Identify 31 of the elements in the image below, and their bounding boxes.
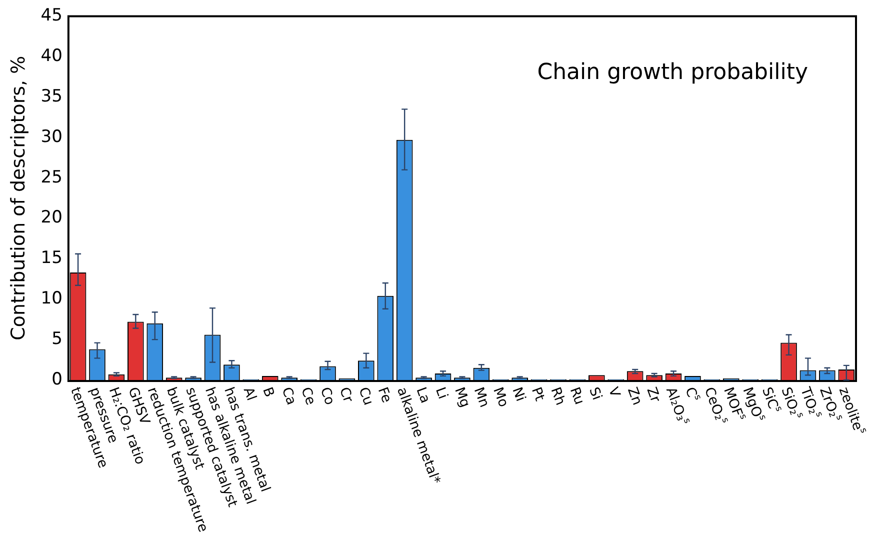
x-tick-label: Cs [682, 385, 703, 402]
y-tick-label: 5 [52, 329, 62, 349]
x-tick-label: Zn [624, 385, 646, 408]
y-tick-label: 10 [40, 288, 62, 309]
y-tick-label: 35 [40, 86, 62, 106]
y-tick-label: 30 [40, 126, 62, 147]
x-tick-label: Rh [547, 385, 568, 408]
x-tick-label: Al [240, 385, 260, 403]
text: Chain growth probability [537, 60, 808, 85]
x-tick-label: B [259, 385, 278, 400]
x-tick-label: Ca [278, 385, 300, 408]
x-tick-label: Pt [528, 385, 548, 404]
y-axis-title: Contribution of descriptors, % [7, 56, 30, 340]
y-tick-label: 20 [40, 208, 62, 228]
y-tick-label: 40 [40, 46, 62, 66]
y-tick-label: 25 [40, 167, 62, 188]
x-tick-label: Ce [297, 385, 319, 408]
x-tick-label: Zr [643, 385, 664, 405]
y-tick-label: 45 [40, 6, 62, 26]
x-tick-label: Ni [508, 385, 529, 404]
x-tick-label: V [604, 385, 624, 400]
x-tick-label: Si [586, 385, 605, 402]
y-tick-label: 15 [40, 248, 62, 268]
x-tick-label: Li [432, 385, 451, 402]
x-tick-label: Cr [336, 385, 356, 406]
x-tick-label: Cu [355, 385, 376, 408]
x-tick-label: Co [316, 385, 338, 408]
x-tick-label: Mo [490, 385, 512, 410]
x-tick-label: Fe [374, 385, 395, 405]
x-tick-label: Ru [566, 385, 588, 407]
y-tick-label: 0 [52, 369, 62, 390]
